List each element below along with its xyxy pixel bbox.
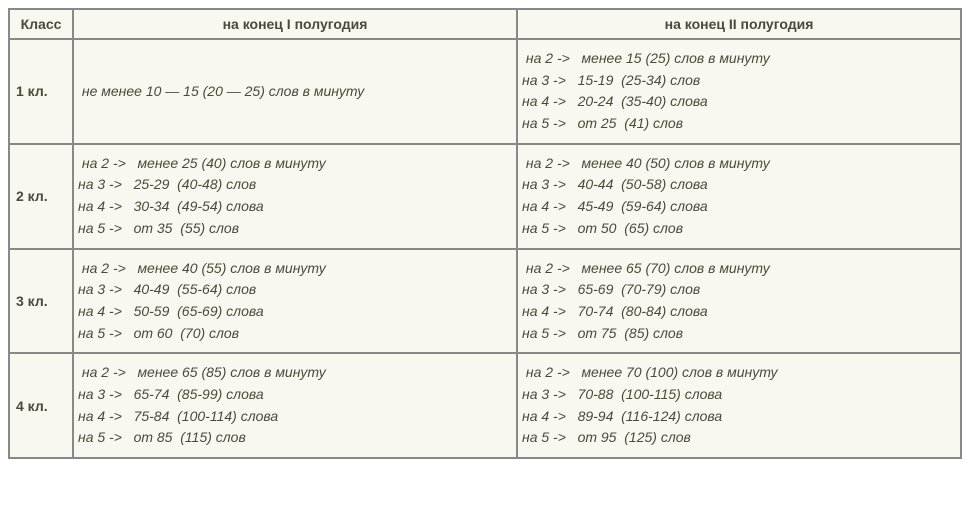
norm-line: на 3 -> 15-19 (25-34) слов: [522, 70, 956, 92]
norm-line: на 3 -> 40-49 (55-64) слов: [78, 279, 512, 301]
table-row: 4 кл. на 2 -> менее 65 (85) слов в минут…: [9, 353, 961, 458]
norm-line: на 5 -> от 60 (70) слов: [78, 323, 512, 345]
class-cell: 3 кл.: [9, 249, 73, 354]
sem1-cell: на 2 -> менее 65 (85) слов в минутуна 3 …: [73, 353, 517, 458]
norm-line: на 5 -> от 95 (125) слов: [522, 427, 956, 449]
class-cell: 2 кл.: [9, 144, 73, 249]
header-sem1: на конец I полугодия: [73, 9, 517, 39]
class-cell: 1 кл.: [9, 39, 73, 144]
norm-line: на 3 -> 65-74 (85-99) слова: [78, 384, 512, 406]
norm-line: на 4 -> 89-94 (116-124) слова: [522, 406, 956, 428]
norm-line: на 5 -> от 85 (115) слов: [78, 427, 512, 449]
norm-line: на 2 -> менее 65 (70) слов в минуту: [522, 258, 956, 280]
norm-line: на 5 -> от 25 (41) слов: [522, 113, 956, 135]
norm-line: не менее 10 — 15 (20 — 25) слов в минуту: [78, 81, 512, 103]
norm-line: на 4 -> 75-84 (100-114) слова: [78, 406, 512, 428]
norm-line: на 4 -> 70-74 (80-84) слова: [522, 301, 956, 323]
norm-line: на 4 -> 50-59 (65-69) слова: [78, 301, 512, 323]
sem2-cell: на 2 -> менее 70 (100) слов в минутуна 3…: [517, 353, 961, 458]
norm-line: на 2 -> менее 65 (85) слов в минуту: [78, 362, 512, 384]
norm-line: на 5 -> от 75 (85) слов: [522, 323, 956, 345]
sem1-cell: не менее 10 — 15 (20 — 25) слов в минуту: [73, 39, 517, 144]
sem2-cell: на 2 -> менее 15 (25) слов в минутуна 3 …: [517, 39, 961, 144]
norm-line: на 5 -> от 35 (55) слов: [78, 218, 512, 240]
norm-line: на 4 -> 30-34 (49-54) слова: [78, 196, 512, 218]
norm-line: на 4 -> 45-49 (59-64) слова: [522, 196, 956, 218]
header-sem2: на конец II полугодия: [517, 9, 961, 39]
sem1-cell: на 2 -> менее 25 (40) слов в минутуна 3 …: [73, 144, 517, 249]
reading-norms-table: Класс на конец I полугодия на конец II п…: [8, 8, 962, 459]
class-cell: 4 кл.: [9, 353, 73, 458]
sem2-cell: на 2 -> менее 40 (50) слов в минутуна 3 …: [517, 144, 961, 249]
sem2-cell: на 2 -> менее 65 (70) слов в минутуна 3 …: [517, 249, 961, 354]
norm-line: на 3 -> 70-88 (100-115) слова: [522, 384, 956, 406]
norm-line: на 2 -> менее 40 (50) слов в минуту: [522, 153, 956, 175]
table-row: 2 кл. на 2 -> менее 25 (40) слов в минут…: [9, 144, 961, 249]
norm-line: на 2 -> менее 25 (40) слов в минуту: [78, 153, 512, 175]
table-header-row: Класс на конец I полугодия на конец II п…: [9, 9, 961, 39]
norm-line: на 2 -> менее 70 (100) слов в минуту: [522, 362, 956, 384]
norm-line: на 3 -> 40-44 (50-58) слова: [522, 174, 956, 196]
norm-line: на 3 -> 25-29 (40-48) слов: [78, 174, 512, 196]
header-class: Класс: [9, 9, 73, 39]
table-row: 1 кл. не менее 10 — 15 (20 — 25) слов в …: [9, 39, 961, 144]
norm-line: на 3 -> 65-69 (70-79) слов: [522, 279, 956, 301]
norm-line: на 5 -> от 50 (65) слов: [522, 218, 956, 240]
table-row: 3 кл. на 2 -> менее 40 (55) слов в минут…: [9, 249, 961, 354]
sem1-cell: на 2 -> менее 40 (55) слов в минутуна 3 …: [73, 249, 517, 354]
norm-line: на 2 -> менее 15 (25) слов в минуту: [522, 48, 956, 70]
norm-line: на 2 -> менее 40 (55) слов в минуту: [78, 258, 512, 280]
norm-line: на 4 -> 20-24 (35-40) слова: [522, 91, 956, 113]
